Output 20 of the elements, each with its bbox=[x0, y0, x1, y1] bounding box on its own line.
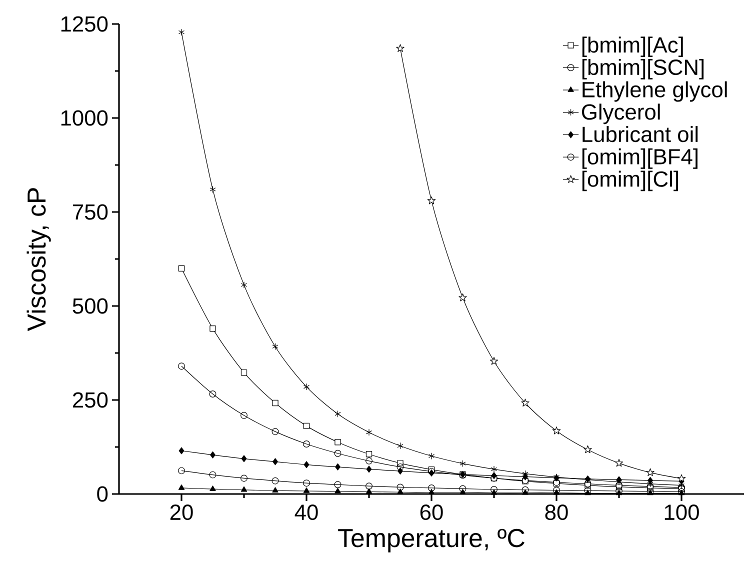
y-tick-label: 1250 bbox=[61, 16, 108, 32]
legend-label: Glycerol bbox=[582, 104, 660, 124]
x-tick-label: 80 bbox=[545, 504, 568, 520]
x-tick-label: 100 bbox=[664, 504, 699, 520]
y-axis-title: Viscosity, cP bbox=[26, 188, 51, 332]
x-axis-title: Temperature, ºC bbox=[338, 528, 524, 552]
legend-label: [bmim][SCN] bbox=[582, 58, 704, 80]
y-tick-label: 1000 bbox=[61, 110, 108, 126]
x-tick-label: 40 bbox=[294, 504, 318, 520]
y-tick-label: 0 bbox=[97, 486, 108, 502]
legend-label: [bmim][Ac] bbox=[582, 36, 683, 58]
y-tick-label: 250 bbox=[73, 392, 108, 408]
legend-label: Ethylene glycol bbox=[582, 81, 727, 102]
legend-label: Lubricant oil bbox=[582, 126, 698, 142]
legend-label: [omim][Cl] bbox=[582, 170, 678, 192]
x-tick-label: 20 bbox=[170, 504, 193, 520]
y-tick-label: 500 bbox=[72, 298, 108, 314]
x-tick-label: 60 bbox=[420, 504, 443, 520]
legend-label: [omim][BF4] bbox=[582, 148, 698, 169]
y-tick-label: 750 bbox=[73, 204, 108, 220]
